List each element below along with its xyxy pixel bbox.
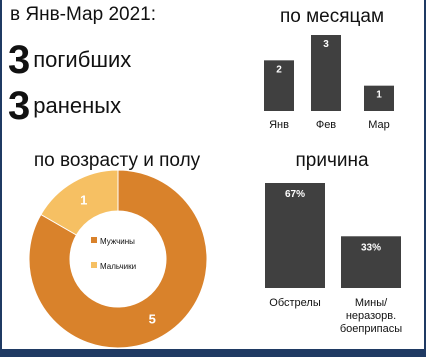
bar-1 [311, 35, 341, 111]
cause-tick-label-1-2: боеприпасы [340, 323, 402, 335]
injured-number: 3 [8, 84, 31, 128]
month-tick-label-2: Мар [368, 119, 390, 131]
killed-number: 3 [8, 38, 31, 82]
infographic-panel: в Янв-Мар 2021: 3 погибших 3 раненых по … [0, 0, 426, 349]
bar-value-label-1: 3 [323, 39, 329, 50]
injured-label: раненых [33, 93, 122, 118]
cause-bar-0 [265, 183, 325, 288]
donut-value-label-1: 1 [80, 193, 87, 208]
donut-slice-0 [28, 169, 208, 349]
cause-chart-title: причина [295, 150, 369, 171]
month-tick-label-1: Фев [316, 119, 336, 131]
legend-label-0: Мужчины [100, 237, 135, 246]
legend-swatch-0 [91, 237, 97, 243]
demographic-chart-title: по возрасту и полу [33, 150, 201, 171]
cause-tick-label-1-0: Мины/ [355, 297, 388, 309]
bar-2 [364, 85, 394, 111]
bar-value-label-0: 2 [276, 64, 282, 75]
bar-value-label-2: 1 [376, 90, 382, 101]
cause-tick-label-1-1: неразорв. [346, 310, 396, 322]
month-tick-label-0: Янв [269, 119, 289, 131]
charts-canvas: 2 Янв 3 Фев 1 Мар 5 1 Мужчины Мальчики 67% Обстрелы… [28, 35, 402, 349]
donut-slice-1 [40, 169, 119, 236]
killed-label: погибших [33, 47, 132, 72]
killed-stat: 3 погибших [8, 40, 131, 80]
cause-value-label-0: 67% [285, 189, 305, 200]
donut-value-label-0: 5 [149, 311, 156, 326]
cause-tick-label-0-0: Обстрелы [269, 297, 321, 309]
monthly-chart-title: по месяцам [279, 6, 385, 27]
cause-bar-1 [341, 236, 401, 288]
injured-stat: 3 раненых [8, 86, 121, 126]
legend-swatch-1 [91, 262, 97, 268]
bar-0 [264, 60, 294, 111]
legend-label-1: Мальчики [100, 262, 136, 271]
cause-value-label-1: 33% [361, 242, 381, 253]
period-label: в Янв-Мар 2021: [10, 4, 157, 25]
